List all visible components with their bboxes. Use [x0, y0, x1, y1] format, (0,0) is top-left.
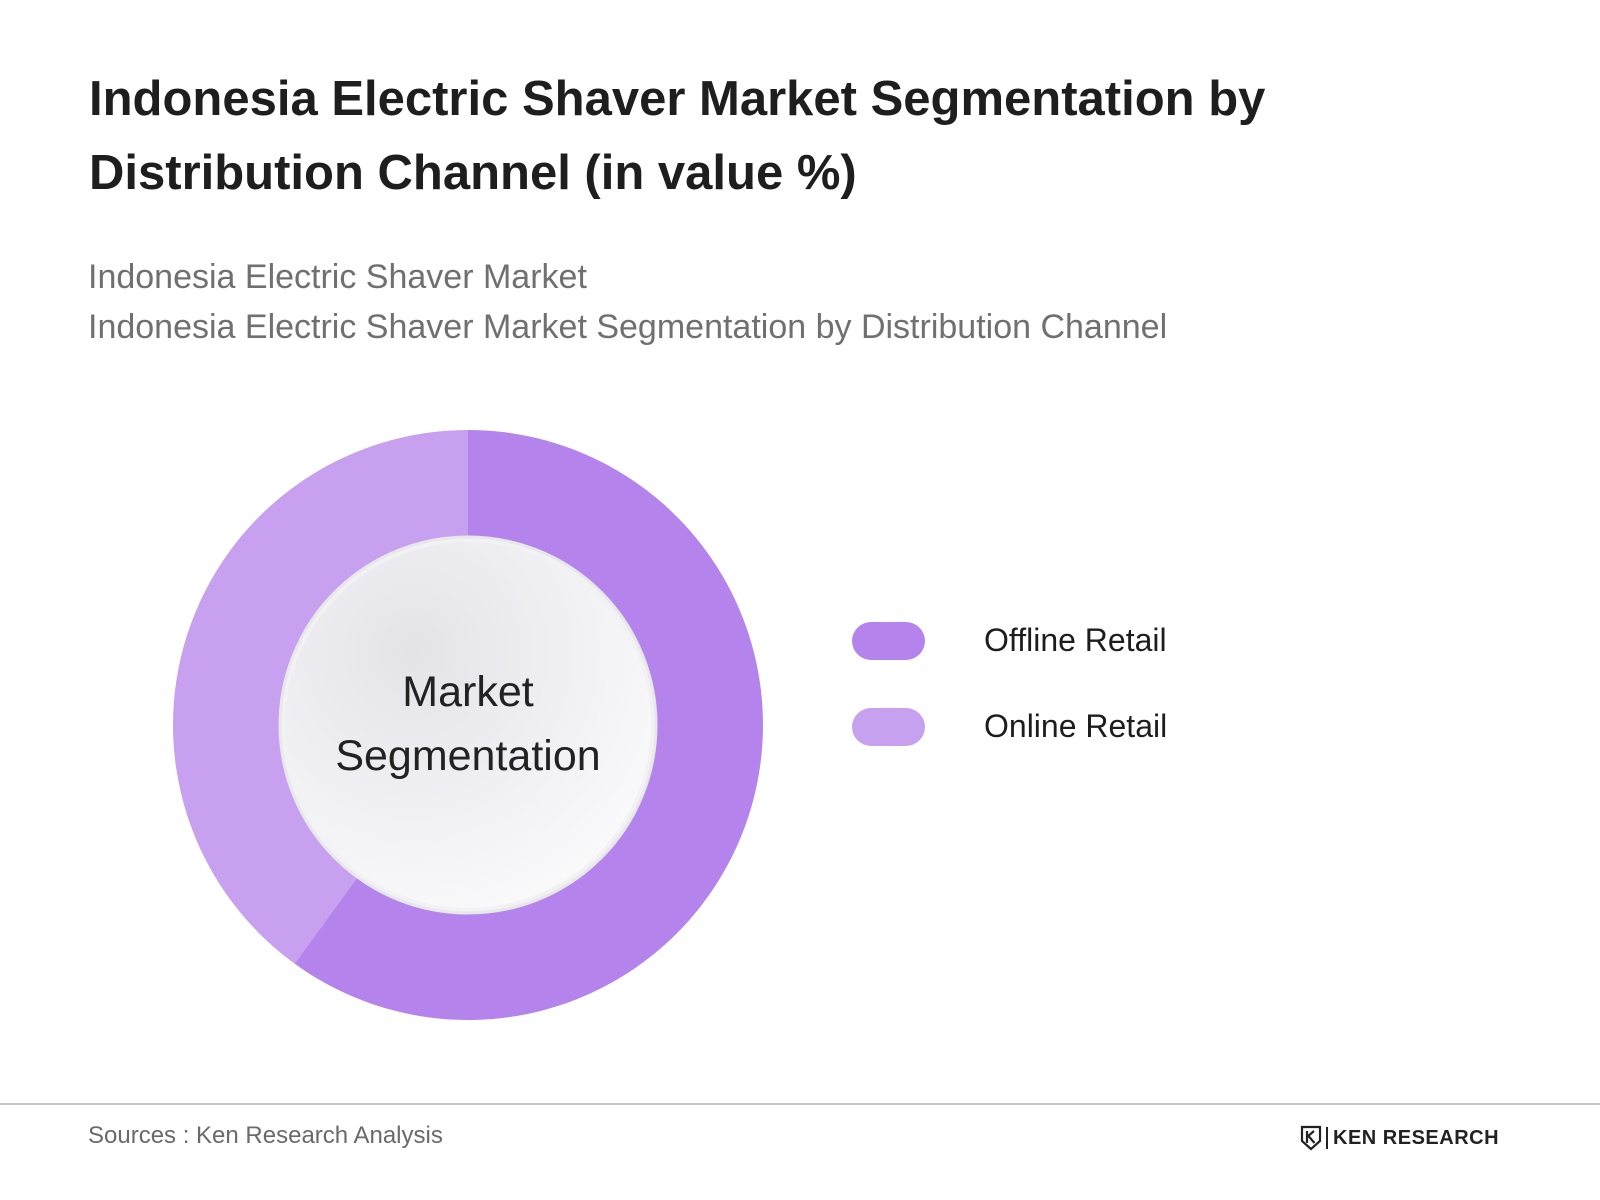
subtitle-line-2: Indonesia Electric Shaver Market Segment…	[88, 308, 1168, 346]
logo-separator	[1326, 1127, 1328, 1149]
ken-research-logo: KEN RESEARCH	[1300, 1123, 1499, 1153]
donut-center-disc	[285, 542, 651, 908]
footer-divider	[0, 1103, 1600, 1105]
donut-center-label: Market Segmentation	[312, 660, 624, 788]
donut-chart-area: Market Segmentation Offline Retail Onlin…	[172, 430, 1168, 1020]
chart-subtitle: Indonesia Electric Shaver Market Indones…	[88, 252, 1208, 352]
subtitle-line-1: Indonesia Electric Shaver Market	[88, 258, 587, 296]
legend-label-online-retail: Online Retail	[984, 708, 1168, 744]
center-label-line-2: Segmentation	[335, 732, 601, 780]
donut-slice-offline-retail[interactable]	[294, 430, 763, 1020]
ken-research-logo-icon	[1300, 1125, 1322, 1151]
chart-title: Indonesia Electric Shaver Market Segment…	[89, 72, 1266, 200]
legend-swatch-offline-retail	[852, 622, 925, 660]
legend-swatch-online-retail	[852, 708, 925, 746]
logo-text: KEN RESEARCH	[1333, 1126, 1500, 1149]
legend-label-offline-retail: Offline Retail	[984, 622, 1167, 658]
source-note: Sources : Ken Research Analysis	[88, 1122, 443, 1149]
center-label-line-1: Market	[402, 668, 534, 716]
donut-chart	[172, 430, 763, 1020]
donut-slice-online-retail[interactable]	[172, 430, 469, 964]
